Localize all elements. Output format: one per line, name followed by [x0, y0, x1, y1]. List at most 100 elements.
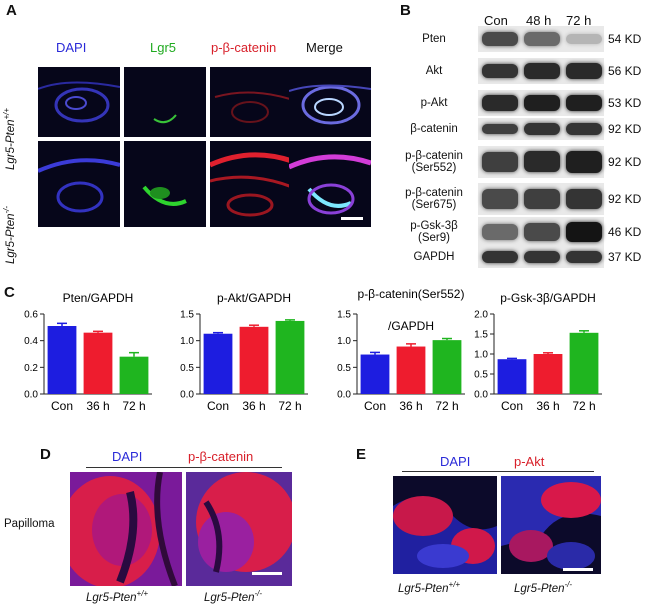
- blot-kd-6: 46 KD: [608, 225, 642, 239]
- blot-band-5-2: [566, 188, 602, 210]
- lgr5-ko-structure: [142, 185, 187, 206]
- blot-band-7-1: [524, 251, 560, 263]
- blot-band-3-1: [524, 123, 560, 135]
- blot-label-5: p-β-catenin (Ser675): [405, 187, 463, 211]
- merge-wt-structure: [289, 84, 371, 125]
- micrograph-dapi-ko: [38, 141, 120, 227]
- panel-d-caption-wt: Lgr5-Pten+/+: [86, 589, 148, 604]
- chart-1-ytick-label-1: 0.5: [180, 363, 194, 374]
- chart-1-ytick-label-2: 1.0: [180, 336, 194, 347]
- panel-a-col-pbcat: p-β-catenin: [211, 40, 277, 55]
- blot-kd-4: 92 KD: [608, 155, 642, 169]
- blot-band-6-2: [566, 222, 602, 242]
- chart-2-cat-0: Con: [364, 399, 386, 413]
- panel-d-scale-bar: [252, 572, 282, 575]
- panel-a-row-label-2-prefix: Lgr5-Pten: [4, 213, 17, 264]
- panel-a-row-label-1-prefix: Lgr5-Pten: [4, 119, 17, 170]
- tissue-e-ko-image: [501, 476, 601, 574]
- blot-kd-5: 92 KD: [608, 192, 642, 206]
- panel-e-caption-ko-sup: -/-: [564, 580, 573, 589]
- micrograph-merge-wt: [289, 67, 371, 137]
- blot-band-3-0: [482, 123, 518, 135]
- chart-3-cat-1: 36 h: [536, 399, 559, 413]
- panel-e-caption-ko-prefix: Lgr5-Pten: [514, 582, 565, 595]
- tissue-e-wt: [393, 476, 497, 574]
- blot-label-0: Pten: [422, 33, 446, 45]
- panel-a-col-merge: Merge: [306, 40, 343, 55]
- blot-band-2-0: [482, 95, 518, 111]
- blot-band-6-0: [482, 223, 518, 241]
- panel-c-letter: C: [4, 284, 15, 301]
- blot-band-7-0: [482, 251, 518, 263]
- panel-d-stain-dapi: DAPI: [112, 449, 143, 464]
- chart-1-bar-2: [275, 320, 305, 394]
- panel-d-row-label: Papilloma: [4, 518, 55, 530]
- chart-0-ytick-label-3: 0.6: [24, 310, 38, 321]
- merge-ko-structure: [289, 154, 371, 215]
- chart-0-cat-1: 36 h: [86, 399, 109, 413]
- chart-2-title2: /GAPDH: [388, 319, 434, 333]
- panel-e-stain-pakt: p-Akt: [514, 454, 545, 469]
- dapi-ko-structure: [38, 158, 120, 213]
- panel-e-scale-bar: [563, 568, 593, 571]
- blot-label-2: p-Akt: [420, 97, 448, 109]
- panel-d-caption-wt-sup: +/+: [136, 589, 149, 598]
- chart-3-title: p-Gsk-3β/GAPDH: [500, 291, 596, 305]
- chart-2-bar-1: [396, 346, 426, 394]
- chart-0-title: Pten/GAPDH: [63, 291, 134, 305]
- tissue-d-wt: [70, 472, 182, 586]
- panel-d-caption-wt-prefix: Lgr5-Pten: [86, 591, 137, 604]
- panel-a-col-lgr5: Lgr5: [150, 40, 177, 55]
- chart-3-bar-0: [497, 359, 527, 394]
- micrograph-lgr5-wt: [124, 67, 206, 137]
- chart-0-bar-0: [47, 326, 77, 394]
- chart-2-cat-2: 72 h: [435, 399, 458, 413]
- chart-1-ytick-label-3: 1.5: [180, 310, 194, 321]
- blot-band-6-1: [524, 223, 560, 241]
- blot-band-1-1: [524, 63, 560, 79]
- panel-a-col-dapi: DAPI: [56, 40, 87, 55]
- chart-1-cat-2: 72 h: [278, 399, 301, 413]
- blot-band-1-0: [482, 63, 518, 79]
- blot-band-0-1: [524, 32, 560, 46]
- chart-0-cat-2: 72 h: [122, 399, 145, 413]
- chart-1-cat-0: Con: [207, 399, 229, 413]
- blot-band-3-2: [566, 123, 602, 135]
- blot-band-0-0: [482, 31, 518, 47]
- blot-kd-2: 53 KD: [608, 96, 642, 110]
- chart-3-cat-2: 72 h: [572, 399, 595, 413]
- tissue-e-wt-image: [393, 476, 497, 574]
- pbcat-wt-structure: [214, 91, 291, 123]
- chart-1-bar-1: [239, 326, 269, 394]
- chart-3-ytick-label-2: 1.0: [474, 350, 488, 361]
- chart-3-ytick-label-0: 0.0: [474, 390, 488, 401]
- pbcat-ko-structure: [210, 152, 292, 217]
- blot-band-2-2: [566, 95, 602, 111]
- panel-d-caption-ko: Lgr5-Pten-/-: [204, 589, 262, 604]
- chart-2-bar-2: [432, 340, 462, 394]
- dapi-wt-structure: [38, 81, 120, 123]
- panel-e-caption-wt-sup: +/+: [448, 580, 461, 589]
- blot-band-7-2: [566, 251, 602, 263]
- blot-header-con: Con: [484, 13, 508, 28]
- panel-a-row-label-1-sup: +/+: [2, 107, 11, 120]
- scale-bar: [341, 217, 363, 220]
- blot-label-4: p-β-catenin (Ser552): [405, 150, 463, 174]
- panel-e-stain-dapi: DAPI: [440, 454, 471, 469]
- chart-0-ytick-label-2: 0.4: [24, 336, 38, 347]
- blot-band-5-1: [524, 188, 560, 209]
- micrograph-lgr5-ko: [124, 141, 206, 227]
- chart-1-bar-0: [203, 333, 233, 394]
- chart-2-ytick-label-2: 1.0: [337, 336, 351, 347]
- panel-d-letter: D: [40, 446, 51, 463]
- lgr5-wt-structure: [153, 114, 177, 124]
- panel-b-letter: B: [400, 2, 411, 19]
- chart-2-ytick-label-0: 0.0: [337, 390, 351, 401]
- chart-3-bar-1: [533, 354, 563, 394]
- panel-e-caption-wt: Lgr5-Pten+/+: [398, 580, 460, 595]
- chart-2-title: p-β-catenin(Ser552): [358, 287, 465, 301]
- blot-label-6: p-Gsk-3β (Ser9): [410, 220, 458, 244]
- tissue-e-ko: [501, 476, 601, 574]
- panel-d-caption-ko-sup: -/-: [254, 589, 263, 598]
- panel-c-charts: Pten/GAPDH 0.0 0.2 0.4 0.6 Con 36 h 72 h p-Akt/G…: [24, 287, 602, 413]
